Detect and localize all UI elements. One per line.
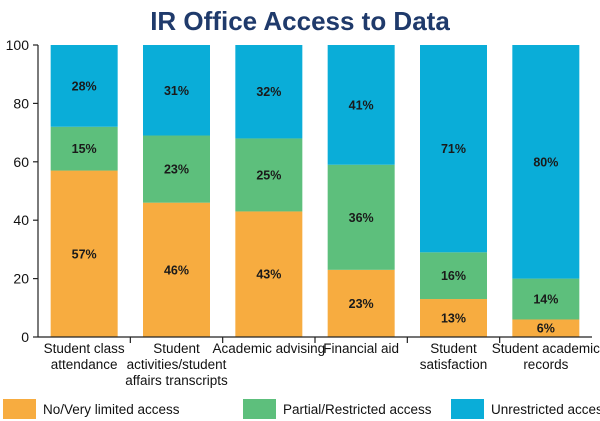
x-category-label-line: records xyxy=(523,357,568,372)
y-tick-label: 80 xyxy=(13,95,29,111)
data-label: 14% xyxy=(533,293,558,307)
bar-segment-3 xyxy=(235,45,303,139)
legend-swatch-3 xyxy=(451,399,484,419)
x-category-label-line: Academic advising xyxy=(213,341,326,356)
legend-swatch-1 xyxy=(3,399,36,419)
bar-segment-1 xyxy=(143,202,210,337)
legend-swatch-2 xyxy=(243,399,276,419)
data-label: 15% xyxy=(72,142,97,156)
bar-segment-3 xyxy=(512,45,580,279)
y-tick-label: 100 xyxy=(6,37,30,53)
bar-segment-1 xyxy=(420,299,487,337)
legend-label: Partial/Restricted access xyxy=(283,402,432,417)
bar-segment-1 xyxy=(50,170,118,337)
bar-segment-1 xyxy=(235,211,303,337)
data-label: 25% xyxy=(256,168,281,182)
x-category-label-line: affairs transcripts xyxy=(125,373,228,388)
legend-label: Unrestricted access xyxy=(491,402,600,417)
data-label: 6% xyxy=(537,322,555,336)
bar-segment-3 xyxy=(327,45,395,165)
data-label: 41% xyxy=(349,98,374,112)
bars: 57% 15% 28% 46% 23% 31% 43% 25% 32% 23% 36% 41% 13% 1… xyxy=(50,45,580,337)
x-category-label-line: satisfaction xyxy=(420,357,488,372)
data-label: 13% xyxy=(441,312,466,326)
chart-title: IR Office Access to Data xyxy=(150,6,450,36)
x-category-label-line: Financial aid xyxy=(323,341,399,356)
y-tick-label: 60 xyxy=(13,154,29,170)
data-label: 28% xyxy=(72,79,97,93)
data-label: 31% xyxy=(164,84,189,98)
y-tick-label: 20 xyxy=(13,271,29,287)
bar-segment-1 xyxy=(327,269,395,337)
bar-segment-2 xyxy=(512,278,580,320)
x-category-label: Student satisfaction xyxy=(420,341,488,372)
data-label: 71% xyxy=(441,142,466,156)
data-label: 57% xyxy=(72,247,97,261)
bar-segment-2 xyxy=(143,135,210,203)
bar-segment-2 xyxy=(235,138,303,212)
bar-segment-2 xyxy=(420,252,487,300)
y-tick-label: 0 xyxy=(21,329,29,345)
bar-segment-3 xyxy=(420,45,487,253)
x-category-label-line: Student xyxy=(430,341,477,356)
bar-segment-2 xyxy=(327,164,395,270)
data-label: 80% xyxy=(533,155,558,169)
x-category-label: Financial aid xyxy=(323,341,399,356)
bar-segment-1 xyxy=(512,319,580,337)
data-label: 32% xyxy=(256,85,281,99)
data-label: 16% xyxy=(441,269,466,283)
bar-segment-3 xyxy=(50,45,118,127)
bar-segment-2 xyxy=(50,126,118,171)
x-category-label: Academic advising xyxy=(213,341,326,356)
x-category-label: Student class attendance xyxy=(44,341,125,372)
data-label: 23% xyxy=(164,163,189,177)
data-label: 23% xyxy=(349,297,374,311)
y-tick-label: 40 xyxy=(13,212,29,228)
x-category-label: Student academic records xyxy=(492,341,600,372)
bar-segment-3 xyxy=(143,45,210,136)
x-category-label-line: activities/student xyxy=(127,357,227,372)
data-label: 43% xyxy=(256,268,281,282)
x-category-label-line: Student academic xyxy=(492,341,600,356)
legend: No/Very limited access Partial/Restricted… xyxy=(3,399,600,419)
x-category-label-line: attendance xyxy=(51,357,118,372)
y-axis: 0 20 40 60 80 100 xyxy=(6,37,39,345)
x-category-label-line: Student xyxy=(153,341,200,356)
x-category-label: Student activities/student affairs transcr… xyxy=(125,341,228,388)
data-label: 46% xyxy=(164,263,189,277)
x-category-label-line: Student class xyxy=(44,341,125,356)
data-label: 36% xyxy=(349,211,374,225)
legend-label: No/Very limited access xyxy=(43,402,180,417)
